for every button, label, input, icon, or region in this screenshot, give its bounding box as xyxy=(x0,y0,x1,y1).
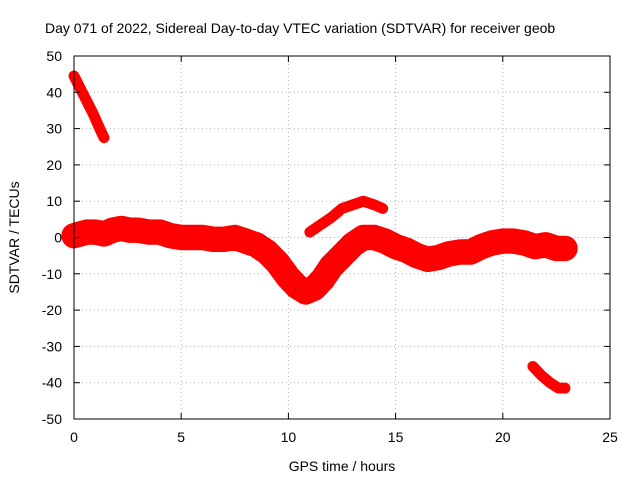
data-point xyxy=(168,233,173,239)
data-point xyxy=(92,229,98,235)
x-tick-label: 10 xyxy=(281,429,297,445)
y-tick-label: -30 xyxy=(42,338,62,354)
data-point xyxy=(360,198,366,204)
x-tick-label: 20 xyxy=(495,429,511,445)
x-tick-label: 15 xyxy=(388,429,404,445)
data-point xyxy=(294,284,300,289)
data-point xyxy=(425,256,431,262)
data-point xyxy=(157,229,163,235)
data-point xyxy=(538,372,544,378)
data-point xyxy=(110,227,116,233)
data-point xyxy=(371,202,377,208)
data-point xyxy=(97,126,103,132)
data-point xyxy=(101,231,107,237)
y-tick-label: -10 xyxy=(42,266,62,282)
data-point xyxy=(478,244,484,250)
chart-title: Day 071 of 2022, Sidereal Day-to-day VTE… xyxy=(45,20,555,36)
data-point xyxy=(500,238,506,244)
data-point xyxy=(562,385,568,391)
data-point xyxy=(200,235,206,240)
data-point xyxy=(360,235,366,240)
data-point xyxy=(118,225,124,231)
data-point xyxy=(135,227,141,233)
series-late-descent xyxy=(527,360,571,394)
data-point xyxy=(382,238,388,244)
data-point xyxy=(328,264,334,269)
data-point xyxy=(530,363,536,369)
data-point xyxy=(350,242,356,248)
y-tick-label: 40 xyxy=(46,84,62,100)
data-point xyxy=(210,236,216,242)
data-point xyxy=(380,206,386,211)
data-point xyxy=(232,235,238,240)
data-point xyxy=(328,215,334,220)
data-point xyxy=(511,238,516,244)
x-axis-label: GPS time / hours xyxy=(289,458,396,474)
data-point xyxy=(543,242,549,248)
data-point xyxy=(178,235,184,240)
y-axis-label: SDTVAR / TECUs xyxy=(6,181,22,293)
data-point xyxy=(77,231,83,237)
data-point xyxy=(436,255,441,260)
data-point xyxy=(457,249,463,255)
data-point xyxy=(403,247,409,253)
series-layer xyxy=(61,70,578,394)
data-point xyxy=(221,236,227,242)
y-tick-label: 30 xyxy=(46,121,62,137)
data-point xyxy=(393,244,399,250)
y-tick-label: 10 xyxy=(46,193,62,209)
data-point xyxy=(553,245,559,251)
x-tick-label: 25 xyxy=(602,429,618,445)
data-point xyxy=(414,253,420,259)
y-tick-label: -40 xyxy=(42,375,62,391)
y-tick-label: 0 xyxy=(54,230,62,246)
data-point xyxy=(187,235,193,240)
data-point xyxy=(84,98,90,104)
data-point xyxy=(311,285,317,291)
data-point xyxy=(521,240,527,246)
data-point xyxy=(307,229,313,235)
data-point xyxy=(253,242,259,248)
data-point xyxy=(562,245,568,251)
data-point xyxy=(303,289,309,295)
data-point xyxy=(371,235,377,240)
y-tick-label: 20 xyxy=(46,157,62,173)
x-tick-label: 5 xyxy=(177,429,185,445)
data-point xyxy=(320,276,326,282)
data-point xyxy=(468,249,474,255)
series-main-trace xyxy=(61,215,578,305)
data-point xyxy=(318,222,324,228)
y-tick-label: -20 xyxy=(42,302,62,318)
tick-marks xyxy=(73,55,611,420)
y-tick-label: -50 xyxy=(42,411,62,427)
data-point xyxy=(101,135,107,141)
x-tick-label: 0 xyxy=(70,429,78,445)
series-rising-segment xyxy=(304,195,389,238)
data-point xyxy=(127,227,133,233)
data-point xyxy=(243,238,248,244)
data-point xyxy=(285,274,291,280)
data-point xyxy=(339,253,345,259)
data-point xyxy=(146,229,152,235)
data-point xyxy=(489,240,495,246)
data-point xyxy=(84,229,90,235)
data-point xyxy=(90,111,96,117)
data-point xyxy=(547,380,553,386)
series-steep-descent-early xyxy=(68,70,110,144)
data-point xyxy=(446,251,452,257)
data-point xyxy=(264,249,270,255)
grid xyxy=(74,56,610,419)
data-point xyxy=(77,86,83,92)
data-point xyxy=(275,260,281,266)
data-point xyxy=(532,244,538,250)
y-tick-label: 50 xyxy=(46,48,62,64)
data-point xyxy=(350,202,356,208)
tick-labels: 0 5 10 15 20 25 -50 -40 -30 -20 -10 0 10 20 30 40 50 xyxy=(42,48,618,445)
data-point xyxy=(339,206,345,211)
data-point xyxy=(556,385,561,391)
